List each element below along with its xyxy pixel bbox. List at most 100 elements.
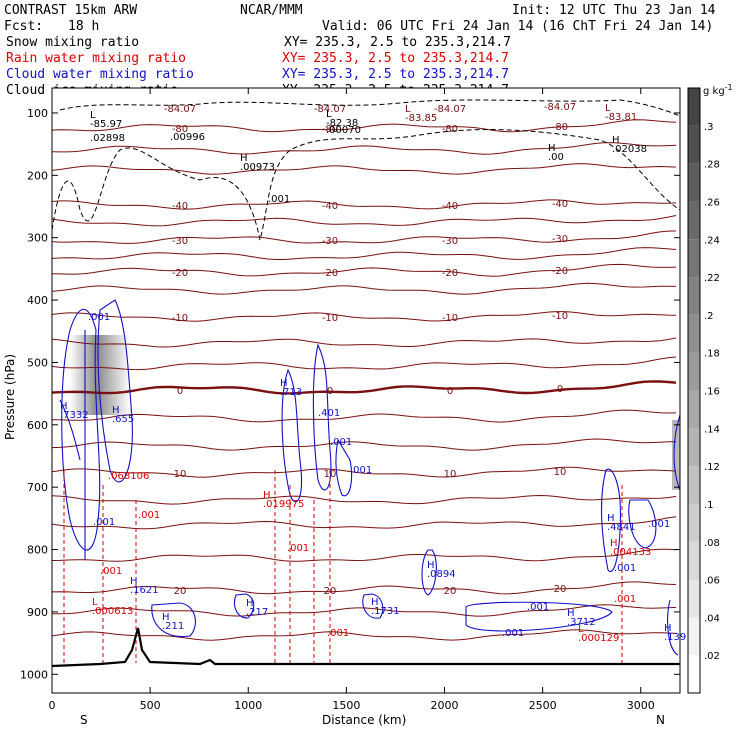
extremum-mark: H — [610, 538, 618, 549]
temperature-contour-label: -10 — [552, 311, 568, 322]
colorbar-segment — [688, 201, 700, 240]
temperature-contour-label: 10 — [554, 467, 567, 478]
legend-item-name: Rain water mixing ratio — [6, 51, 186, 66]
colorbar-segment — [688, 617, 700, 656]
colorbar-segment — [688, 352, 700, 391]
x-tick-label: 3000 — [627, 699, 655, 712]
colorbar-tick-label: .1 — [704, 500, 714, 511]
temperature-contour — [51, 438, 676, 451]
cloud-water-contour — [233, 593, 255, 619]
extremum-value: .001 — [93, 517, 115, 528]
cloud-water-contour — [601, 468, 621, 573]
extremum-mark: H — [612, 135, 620, 146]
temperature-contour — [51, 215, 677, 227]
temperature-contour-label: -30 — [172, 236, 188, 247]
extremum-value: .00996 — [170, 132, 205, 143]
extremum-value: -85.97 — [90, 119, 122, 130]
cloud-water-contour — [151, 602, 196, 638]
y-tick-label: 900 — [27, 606, 48, 619]
extremum-value: .217 — [246, 607, 268, 618]
colorbar-tick-label: .16 — [704, 387, 720, 398]
temperature-contour — [51, 409, 677, 423]
temperature-contour — [51, 629, 677, 641]
colorbar-segment — [688, 239, 700, 278]
extremum-mark: H — [162, 612, 170, 623]
x-tick-label: 0 — [49, 699, 56, 712]
model-title: CONTRAST 15km ARW — [4, 3, 137, 18]
extremum-value: .1621 — [130, 585, 159, 596]
temperature-contour-label: -20 — [552, 266, 568, 277]
temperature-contour-label: -20 — [172, 268, 188, 279]
temperature-contour-label: -84.07 — [544, 102, 576, 113]
extremum-mark: H — [263, 490, 271, 501]
colorbar-frame — [687, 87, 701, 694]
temperature-contour-label: -80 — [322, 124, 338, 135]
colorbar-segment — [688, 428, 700, 467]
extremum-mark: L — [605, 103, 611, 114]
colorbar-tick-label: .3 — [704, 122, 714, 133]
extremum-mark: L — [405, 104, 411, 115]
extremum-value: -83.81 — [605, 112, 637, 123]
temperature-contour — [51, 337, 677, 348]
plot-area: -84.07 -84.07 -84.07 -84.07 -80 -80 -80 -80 -40 -… — [20, 87, 686, 712]
cloud-water-contour — [667, 599, 679, 656]
extremum-value: .139 — [664, 632, 686, 643]
extremum-mark: H — [130, 576, 138, 587]
y-tick-label: 600 — [27, 419, 48, 432]
endpoint-north: N — [656, 713, 665, 727]
extremum-value: .3712 — [567, 617, 596, 628]
y-tick-label: 800 — [27, 544, 48, 557]
extremum-value: .001 — [350, 465, 372, 476]
extremum-value: .00 — [548, 152, 564, 163]
extremum-value: -82.38 — [326, 118, 358, 129]
temperature-contour — [51, 247, 677, 260]
temperature-contour-label: -84.07 — [314, 104, 346, 115]
temperature-contour-label: -80 — [442, 124, 458, 135]
extremum-mark: H — [427, 560, 435, 571]
cloud-water-contour — [281, 368, 302, 503]
x-tick-label: 1000 — [234, 699, 262, 712]
snow-contour — [59, 99, 681, 117]
temperature-contour-label: 0 — [327, 386, 333, 397]
colorbar-segment — [688, 314, 700, 353]
temperature-contour — [51, 581, 677, 595]
temperature-contour-label: -10 — [322, 313, 338, 324]
colorbar-tick-label: .26 — [704, 197, 720, 208]
extremum-value: .000129 — [578, 633, 619, 644]
extremum-value: .068106 — [108, 471, 149, 482]
temperature-contour — [51, 311, 677, 322]
snow-contour — [51, 129, 681, 241]
cloud-water-contour — [61, 308, 101, 551]
y-tick-label: 700 — [27, 481, 48, 494]
temperature-contour-label: -40 — [322, 201, 338, 212]
colorbar-segment — [688, 125, 700, 164]
temperature-contour-label: -84.07 — [434, 104, 466, 115]
temperature-contour-label: 10 — [444, 469, 457, 480]
y-tick-label: 1000 — [20, 668, 48, 681]
x-tick-label: 2500 — [529, 699, 557, 712]
cloud-water-contour — [362, 593, 384, 619]
extremum-mark: H — [607, 513, 615, 524]
legend-item-xy: XY= 235.3, 2.5 to 235.3,214.7 — [282, 67, 509, 82]
colorbar-segment — [688, 579, 700, 618]
extremum-mark: H — [280, 378, 288, 389]
temperature-contour — [51, 199, 677, 210]
colorbar-segment — [688, 655, 700, 693]
colorbar-tick-label: .22 — [704, 273, 720, 284]
extremum-value: .001 — [138, 510, 160, 521]
extremum-value: .001 — [327, 628, 349, 639]
init-time: Init: 12 UTC Thu 23 Jan 14 — [512, 3, 716, 18]
colorbar-segment — [688, 163, 700, 202]
y-axis-label: Pressure (hPa) — [3, 354, 17, 440]
cloud-water-contour — [628, 499, 657, 549]
extremum-value: .001 — [88, 312, 110, 323]
temperature-contour-label: -40 — [172, 201, 188, 212]
temperature-contour — [51, 263, 677, 277]
colorbar-segment — [688, 277, 700, 315]
colorbar-unit-exponent: -1 — [725, 83, 733, 92]
extremum-mark: H — [371, 597, 379, 608]
temperature-contour-label: 0 — [557, 384, 563, 395]
cloud-water-contour — [59, 330, 86, 560]
temperature-contour-label: 0 — [447, 386, 453, 397]
